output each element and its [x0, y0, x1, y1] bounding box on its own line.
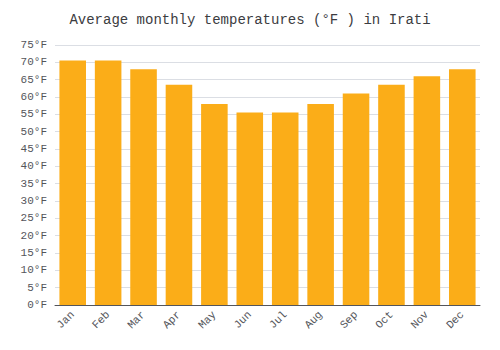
svg-text:Mar: Mar: [125, 309, 147, 331]
svg-text:25°F: 25°F: [21, 212, 47, 224]
svg-text:50°F: 50°F: [21, 126, 47, 138]
svg-text:70°F: 70°F: [21, 56, 47, 68]
svg-text:Dec: Dec: [444, 309, 466, 331]
svg-text:Jun: Jun: [232, 309, 254, 331]
svg-text:60°F: 60°F: [21, 91, 47, 103]
svg-text:15°F: 15°F: [21, 247, 47, 259]
svg-text:Aug: Aug: [302, 309, 324, 331]
svg-text:Apr: Apr: [161, 309, 183, 331]
svg-text:May: May: [196, 308, 219, 331]
svg-text:5°F: 5°F: [27, 282, 47, 294]
svg-text:35°F: 35°F: [21, 178, 47, 190]
svg-text:20°F: 20°F: [21, 230, 47, 242]
svg-text:65°F: 65°F: [21, 74, 47, 86]
svg-text:Jan: Jan: [54, 309, 76, 331]
svg-text:Oct: Oct: [373, 309, 395, 331]
svg-text:Jul: Jul: [267, 309, 289, 331]
svg-text:75°F: 75°F: [21, 39, 47, 51]
svg-text:Feb: Feb: [90, 309, 112, 331]
svg-text:Average monthly temperatures (: Average monthly temperatures (°F ) in Ir…: [69, 12, 430, 28]
svg-text:55°F: 55°F: [21, 108, 47, 120]
svg-text:45°F: 45°F: [21, 143, 47, 155]
svg-text:10°F: 10°F: [21, 264, 47, 276]
svg-text:0°F: 0°F: [27, 299, 47, 311]
svg-text:Sep: Sep: [338, 309, 360, 331]
svg-text:Nov: Nov: [409, 308, 432, 331]
svg-text:30°F: 30°F: [21, 195, 47, 207]
svg-text:40°F: 40°F: [21, 160, 47, 172]
